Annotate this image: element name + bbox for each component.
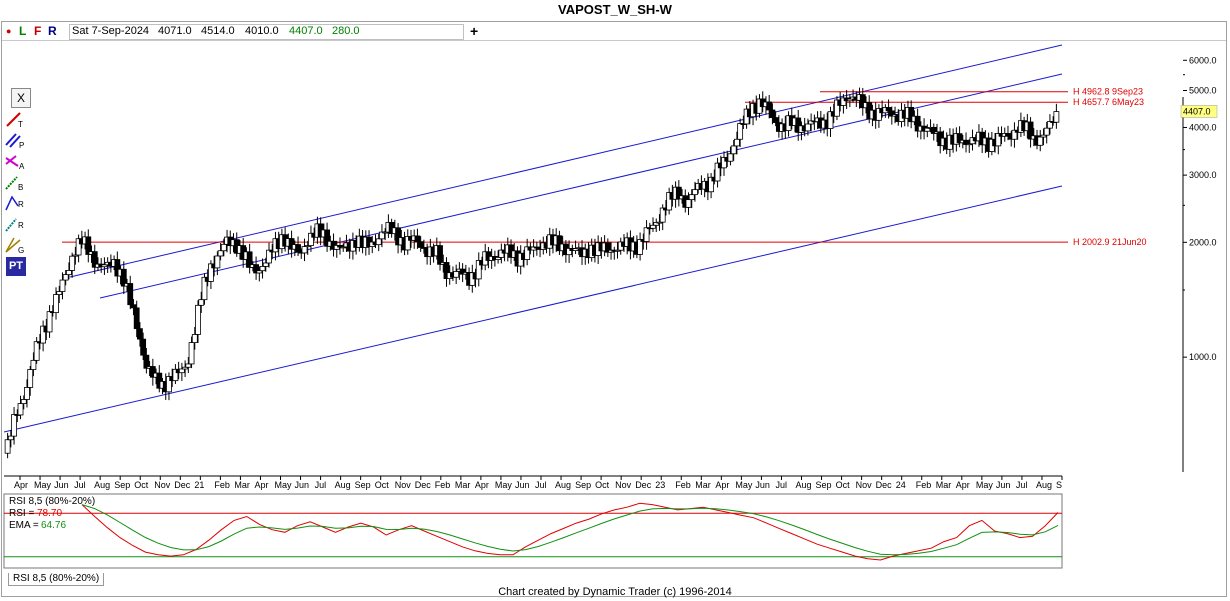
svg-text:G: G bbox=[18, 246, 24, 255]
gann-tool-icon[interactable]: G bbox=[4, 236, 26, 255]
toolbar-r-button[interactable]: R bbox=[48, 24, 57, 38]
bar-close: 4407.0 bbox=[289, 25, 323, 37]
add-icon[interactable]: + bbox=[470, 23, 479, 39]
bar-change: 280.0 bbox=[332, 25, 360, 37]
svg-text:R: R bbox=[18, 221, 24, 230]
toolbar-l-button[interactable]: L bbox=[19, 24, 27, 38]
svg-text:A: A bbox=[19, 162, 25, 171]
svg-text:T: T bbox=[18, 120, 23, 129]
bar-date: Sat 7-Sep-2024 bbox=[72, 25, 150, 37]
close-tools-button[interactable]: X bbox=[11, 88, 31, 108]
bar-open: 4071.0 bbox=[158, 25, 192, 37]
svg-text:R: R bbox=[18, 200, 24, 209]
bar-low: 4010.0 bbox=[245, 25, 279, 37]
svg-text:B: B bbox=[18, 183, 23, 192]
chart-window bbox=[1, 21, 1227, 597]
toolbar-f-button[interactable]: F bbox=[34, 24, 42, 38]
trendline-tool-icon[interactable]: T bbox=[4, 110, 26, 129]
bar-info-field: Sat 7-Sep-2024 4071.0 4514.0 4010.0 4407… bbox=[69, 24, 464, 40]
bar-high: 4514.0 bbox=[201, 25, 235, 37]
svg-text:P: P bbox=[19, 141, 24, 150]
live-dot-icon[interactable]: ● bbox=[6, 26, 12, 36]
price-toolbar: ● L F R Sat 7-Sep-2024 4071.0 4514.0 401… bbox=[2, 23, 1226, 41]
chart-title: VAPOST_W_SH-W bbox=[558, 2, 672, 17]
retracement-tool-icon[interactable]: R bbox=[4, 215, 26, 234]
drawing-tools-panel: X T P A B R R G PT bbox=[4, 88, 31, 278]
ratio-tool-icon[interactable]: R bbox=[4, 194, 26, 213]
rsi-tab[interactable]: RSI 8,5 (80%-20%) bbox=[8, 573, 105, 586]
fibonacci-tool-icon[interactable]: B bbox=[4, 173, 26, 192]
parallel-lines-tool-icon[interactable]: P bbox=[4, 131, 26, 150]
andrews-pitchfork-tool-icon[interactable]: A bbox=[4, 152, 26, 171]
footer-credit: Chart created by Dynamic Trader (c) 1996… bbox=[498, 586, 732, 598]
time-projection-tool-button[interactable]: PT bbox=[6, 257, 26, 276]
